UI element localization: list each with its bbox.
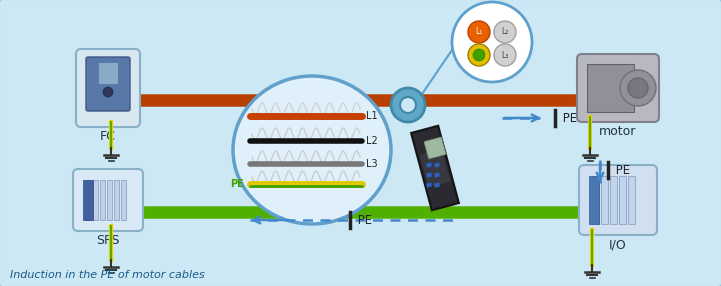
Bar bbox=[86, 180, 91, 220]
Text: FC: FC bbox=[100, 130, 116, 143]
Bar bbox=[114, 180, 119, 220]
Circle shape bbox=[628, 78, 648, 98]
Text: PE: PE bbox=[612, 164, 630, 176]
Circle shape bbox=[620, 70, 656, 106]
Text: PE: PE bbox=[559, 112, 577, 124]
Bar bbox=[589, 176, 599, 224]
Circle shape bbox=[103, 87, 113, 97]
Bar bbox=[628, 176, 635, 224]
Text: motor: motor bbox=[599, 125, 637, 138]
Text: L1: L1 bbox=[366, 111, 378, 121]
Bar bbox=[592, 176, 599, 224]
FancyBboxPatch shape bbox=[73, 169, 143, 231]
Polygon shape bbox=[411, 126, 459, 210]
Circle shape bbox=[473, 49, 485, 61]
Ellipse shape bbox=[233, 76, 391, 224]
Polygon shape bbox=[424, 137, 446, 159]
Text: L2: L2 bbox=[366, 136, 378, 146]
FancyBboxPatch shape bbox=[86, 57, 130, 111]
Bar bbox=[93, 180, 98, 220]
Text: L₁: L₁ bbox=[475, 27, 482, 37]
FancyBboxPatch shape bbox=[577, 54, 659, 122]
Polygon shape bbox=[434, 172, 440, 178]
Circle shape bbox=[494, 44, 516, 66]
Bar bbox=[601, 176, 608, 224]
Text: Induction in the PE of motor cables: Induction in the PE of motor cables bbox=[10, 270, 205, 280]
Bar bbox=[83, 180, 93, 220]
Polygon shape bbox=[426, 172, 432, 178]
Polygon shape bbox=[419, 148, 451, 188]
Ellipse shape bbox=[391, 88, 425, 122]
Ellipse shape bbox=[400, 97, 416, 113]
Text: PE: PE bbox=[354, 214, 372, 227]
FancyBboxPatch shape bbox=[76, 49, 140, 127]
Bar bbox=[619, 176, 626, 224]
Polygon shape bbox=[426, 182, 432, 188]
Bar bbox=[587, 64, 634, 112]
Text: SPS: SPS bbox=[96, 234, 120, 247]
Text: L₂: L₂ bbox=[501, 27, 509, 37]
Polygon shape bbox=[426, 162, 432, 168]
Polygon shape bbox=[434, 162, 440, 168]
Text: L3: L3 bbox=[366, 159, 378, 169]
Text: PE: PE bbox=[230, 179, 244, 189]
Bar bbox=[610, 176, 617, 224]
Circle shape bbox=[494, 21, 516, 43]
Circle shape bbox=[468, 21, 490, 43]
Ellipse shape bbox=[452, 2, 532, 82]
Bar bbox=[100, 180, 105, 220]
FancyBboxPatch shape bbox=[579, 165, 657, 235]
Polygon shape bbox=[434, 182, 440, 188]
Text: L₃: L₃ bbox=[501, 51, 509, 59]
Bar bbox=[98, 62, 118, 84]
Text: I/O: I/O bbox=[609, 238, 627, 251]
Bar bbox=[121, 180, 126, 220]
Circle shape bbox=[468, 44, 490, 66]
Bar bbox=[107, 180, 112, 220]
